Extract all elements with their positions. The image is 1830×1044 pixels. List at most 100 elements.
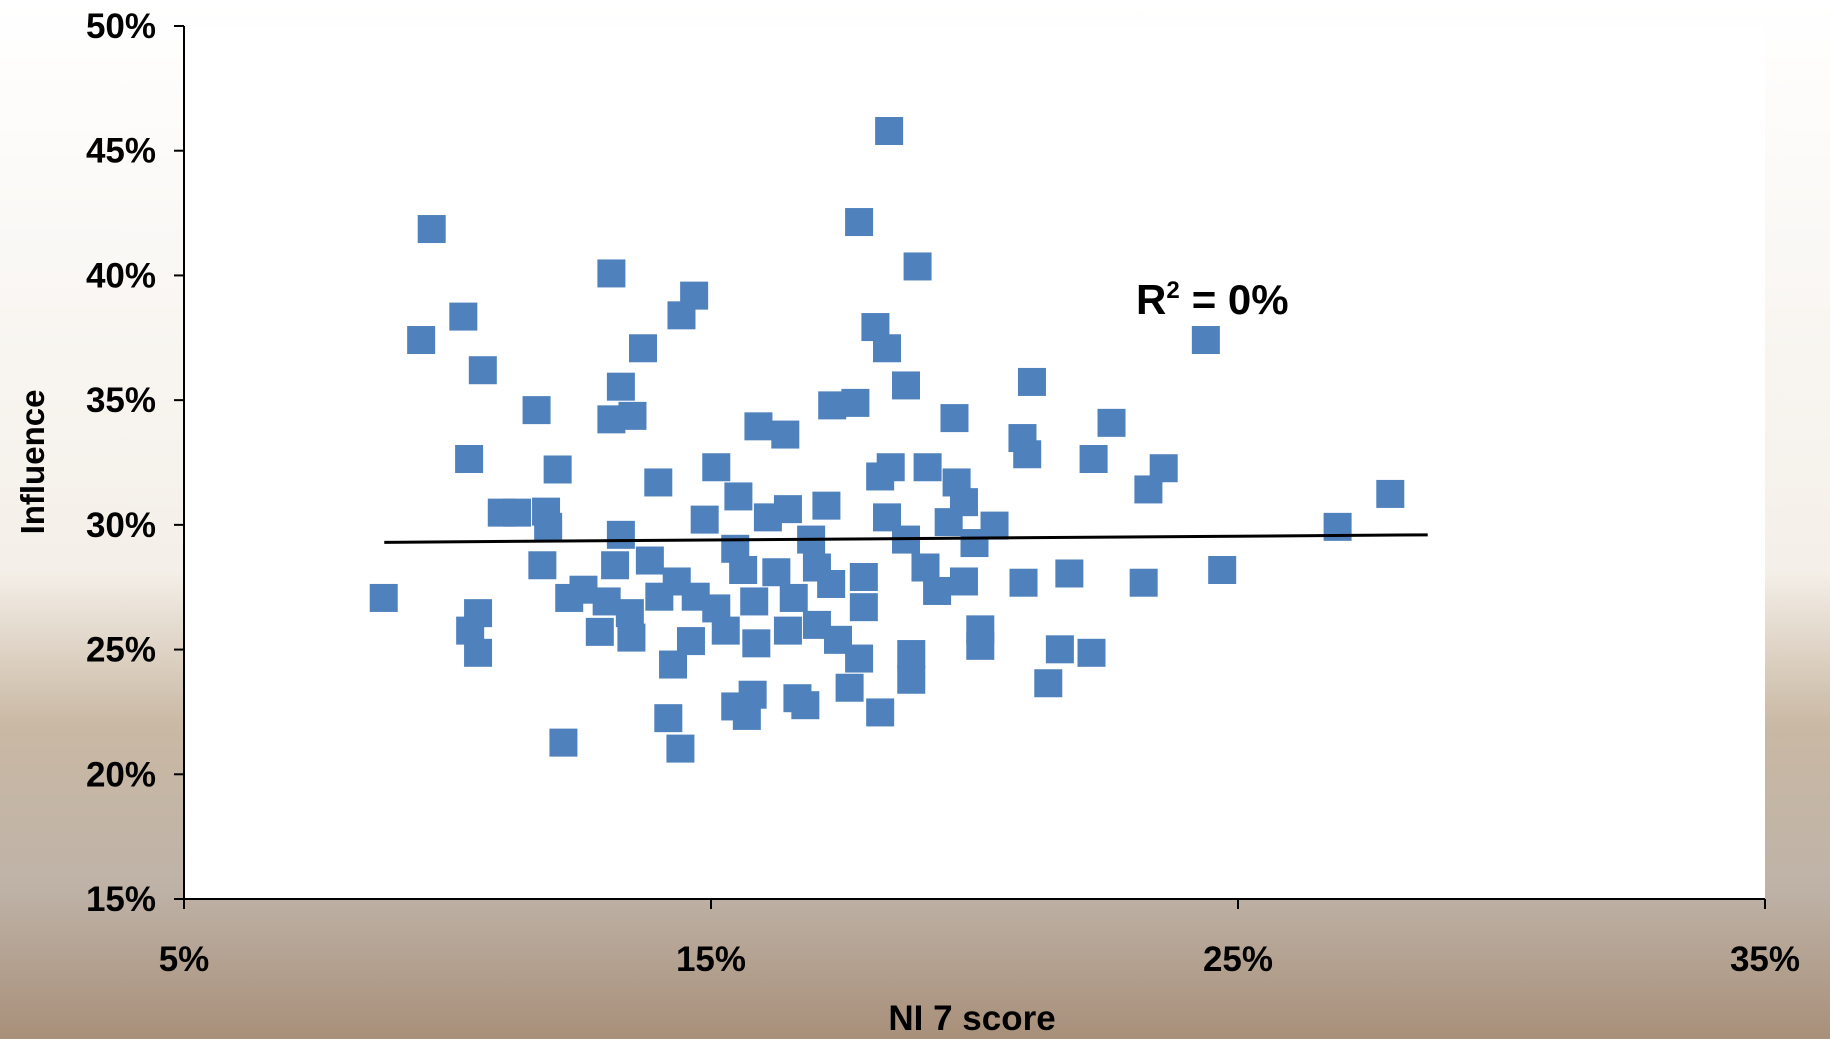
point [607, 521, 635, 549]
point [644, 468, 672, 496]
annotation-text: = 0% [1192, 276, 1289, 323]
point [892, 371, 920, 399]
point [966, 632, 994, 660]
point [771, 421, 799, 449]
point [845, 645, 873, 673]
point [850, 593, 878, 621]
point [1098, 409, 1126, 437]
annotation: R2 = 0% [1136, 276, 1289, 323]
page: {"chart_data": {"type": "scatter", "x_la… [0, 0, 1830, 1039]
point [618, 402, 646, 430]
point [1130, 569, 1158, 597]
point [1208, 556, 1236, 584]
point [1046, 635, 1074, 663]
y-tick-label: 25% [86, 631, 156, 670]
point [1010, 569, 1038, 597]
point [897, 640, 925, 668]
point [729, 556, 757, 584]
point [774, 495, 802, 523]
point [691, 506, 719, 534]
point [875, 117, 903, 145]
point [464, 639, 492, 667]
point [586, 618, 614, 646]
point [370, 584, 398, 612]
point [654, 704, 682, 732]
point [780, 584, 808, 612]
point [601, 551, 629, 579]
point [744, 412, 772, 440]
y-axis-label: Influence [14, 390, 51, 535]
point [549, 729, 577, 757]
point [940, 404, 968, 432]
point [774, 617, 802, 645]
point [923, 577, 951, 605]
x-tick-label: 35% [1730, 940, 1800, 979]
point [617, 624, 645, 652]
point [740, 587, 768, 615]
point [607, 373, 635, 401]
point [1034, 669, 1062, 697]
point [897, 666, 925, 694]
y-tick-label: 20% [86, 755, 156, 794]
point [702, 453, 730, 481]
point [712, 617, 740, 645]
point [469, 356, 497, 384]
x-tick-label: 25% [1203, 940, 1273, 979]
point [1376, 480, 1404, 508]
point [850, 563, 878, 591]
point [1077, 639, 1105, 667]
point [904, 252, 932, 280]
point [629, 334, 657, 362]
point [742, 629, 770, 657]
point [680, 282, 708, 310]
y-tick-label: 35% [86, 381, 156, 420]
y-tick-label: 40% [86, 256, 156, 295]
point [418, 215, 446, 243]
y-tick-label: 45% [86, 132, 156, 171]
point [677, 627, 705, 655]
point [873, 334, 901, 362]
y-tick-label: 50% [86, 7, 156, 46]
point [1150, 454, 1178, 482]
y-tick-label: 30% [86, 506, 156, 545]
point [914, 453, 942, 481]
point [733, 702, 761, 730]
point [636, 547, 664, 575]
point [534, 513, 562, 541]
point [762, 558, 790, 586]
point [981, 512, 1009, 540]
point [724, 482, 752, 510]
point [950, 567, 978, 595]
point [616, 599, 644, 627]
point [666, 735, 694, 763]
x-tick-label: 15% [676, 940, 746, 979]
x-tick-label: 5% [159, 940, 210, 979]
point [845, 208, 873, 236]
point [464, 599, 492, 627]
point [449, 303, 477, 331]
point [455, 445, 483, 473]
plot-area [184, 26, 1765, 899]
point [1055, 559, 1083, 587]
point [791, 691, 819, 719]
point [841, 389, 869, 417]
point [1080, 445, 1108, 473]
annotation-superscript: 2 [1166, 277, 1179, 304]
point [950, 488, 978, 516]
point [407, 326, 435, 354]
point [836, 674, 864, 702]
point [1192, 326, 1220, 354]
point [812, 492, 840, 520]
point [503, 499, 531, 527]
point [544, 455, 572, 483]
point [1018, 368, 1046, 396]
annotation-base: R [1136, 276, 1166, 323]
point [523, 396, 551, 424]
point [817, 570, 845, 598]
point [597, 259, 625, 287]
point [528, 551, 556, 579]
chart: Influence NI 7 score R2 = 0% 15% 20% 25% 30%… [0, 0, 1830, 1039]
point [866, 698, 894, 726]
x-axis-label: NI 7 score [888, 999, 1055, 1038]
y-tick-label: 15% [86, 880, 156, 919]
